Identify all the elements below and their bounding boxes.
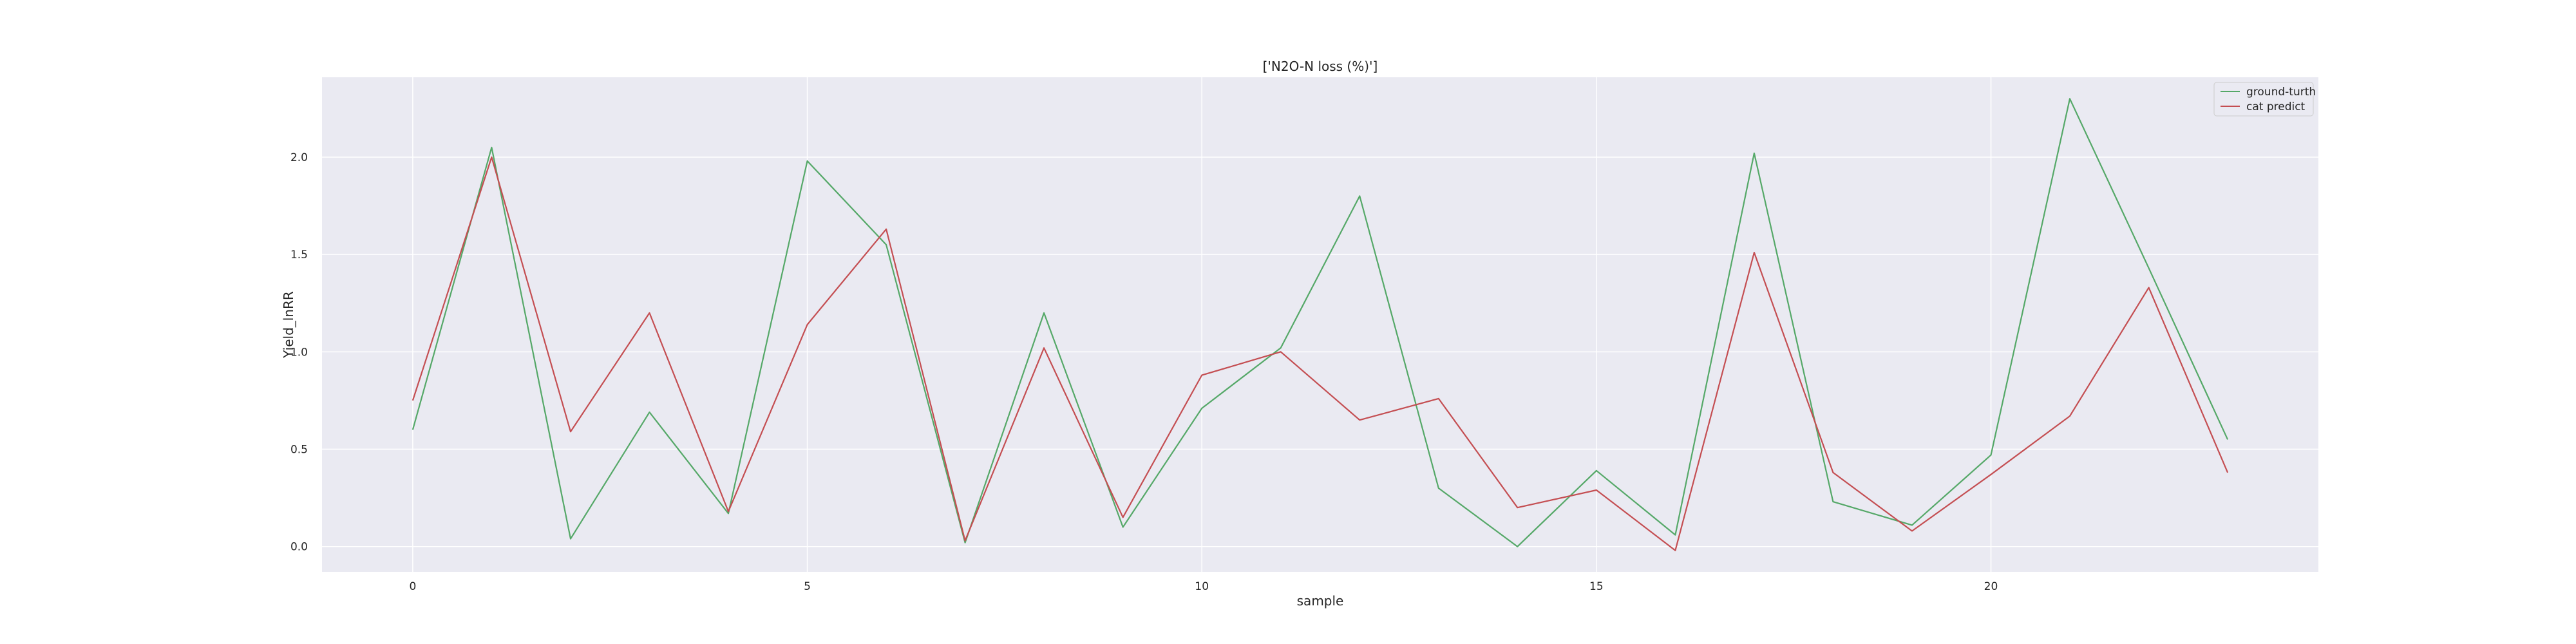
y-tick-label: 0.0 — [290, 541, 308, 554]
y-tick-label: 1.5 — [290, 249, 308, 261]
x-tick-label: 10 — [1195, 580, 1209, 593]
series-line-cat-predict — [412, 156, 2229, 551]
x-tick-label: 15 — [1589, 580, 1604, 593]
series-lines — [412, 98, 2229, 551]
grid-lines — [322, 77, 2318, 572]
chart-title: ['N2O-N loss (%)'] — [1263, 59, 1378, 74]
x-axis-label: sample — [1297, 593, 1344, 609]
legend-label-ground-turth: ground-turth — [2246, 86, 2316, 99]
x-tick-label: 20 — [1984, 580, 1998, 593]
legend-label-cat-predict: cat predict — [2246, 100, 2306, 113]
plot-area — [322, 77, 2318, 572]
y-tick-label: 2.0 — [290, 151, 308, 164]
x-tick-label: 5 — [804, 580, 811, 593]
y-tick-label: 0.5 — [290, 444, 308, 457]
series-line-ground-turth — [412, 98, 2229, 547]
tick-labels: 0.0 0.5 1.0 1.5 2.0 0 5 10 15 20 — [290, 151, 1998, 593]
x-tick-label: 0 — [409, 580, 416, 593]
legend: ground-turth cat predict — [2213, 82, 2316, 117]
y-tick-label: 1.0 — [290, 346, 308, 359]
y-axis-label: Yield_lnRR — [281, 291, 296, 359]
